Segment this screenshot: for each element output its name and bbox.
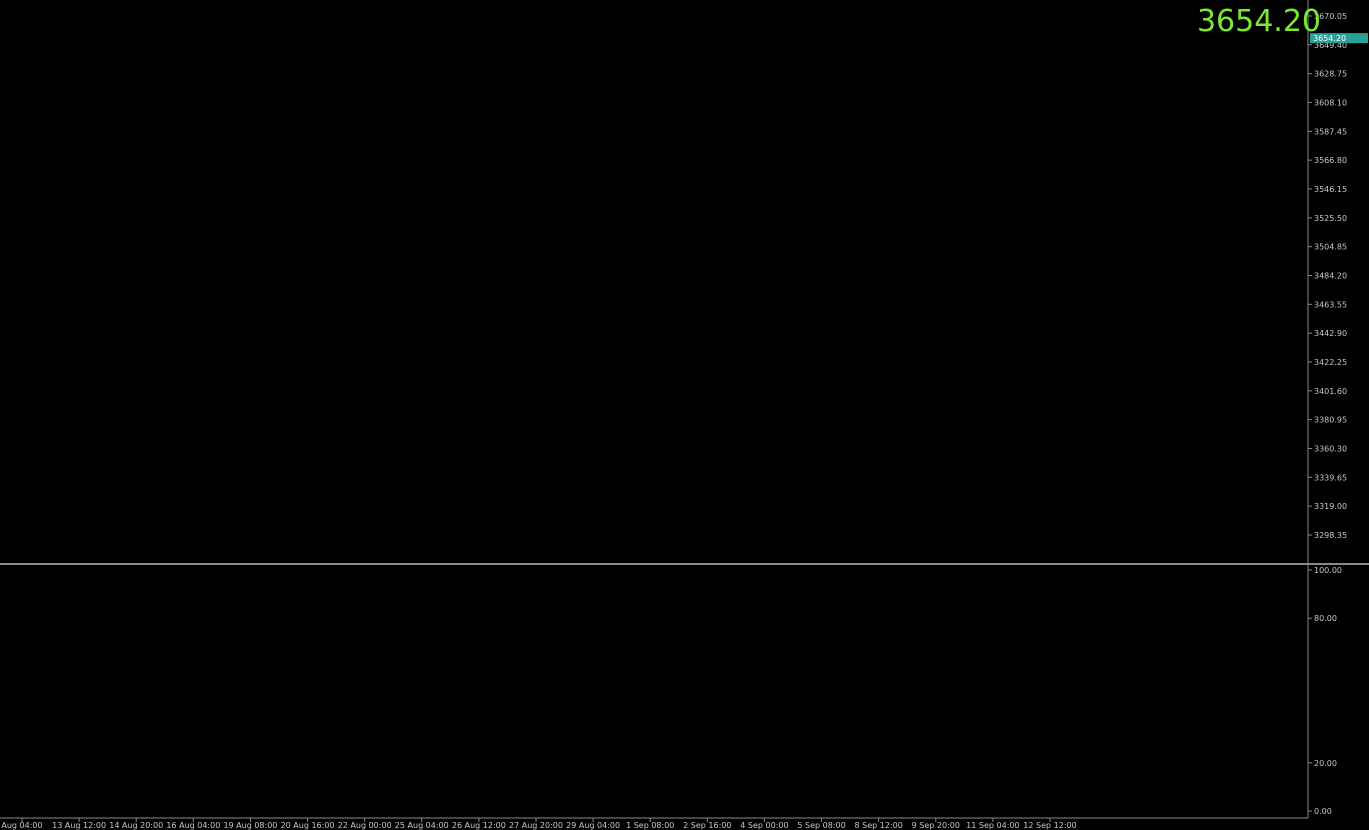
stoch-tick-label: 80.00 (1314, 614, 1337, 623)
price-tick-label: 3401.60 (1314, 387, 1347, 396)
time-tick-label: 27 Aug 20:00 (509, 821, 563, 830)
stoch-tick-label: 0.00 (1314, 807, 1332, 816)
time-tick-label: 1 Sep 08:00 (626, 821, 674, 830)
price-tick-label: 3422.25 (1314, 358, 1347, 367)
time-tick-label: 12 Sep 12:00 (1023, 821, 1076, 830)
time-tick-label: 5 Sep 08:00 (797, 821, 845, 830)
time-tick-label: 9 Sep 20:00 (912, 821, 960, 830)
price-tick-label: 3463.55 (1314, 300, 1347, 309)
price-tick-label: 3566.80 (1314, 156, 1347, 165)
price-tick-label: 3360.30 (1314, 445, 1347, 454)
time-tick-label: 13 Aug 12:00 (52, 821, 106, 830)
price-badge-label: 3654.20 (1313, 34, 1346, 43)
time-tick-label: 16 Aug 04:00 (166, 821, 220, 830)
price-tick-label: 3298.35 (1314, 531, 1347, 540)
price-tick-label: 3608.10 (1314, 99, 1347, 108)
price-tick-label: 3319.00 (1314, 502, 1347, 511)
time-tick-label: Aug 04:00 (1, 821, 42, 830)
price-tick-label: 3670.05 (1314, 12, 1347, 21)
stoch-tick-label: 100.00 (1314, 566, 1342, 575)
time-tick-label: 2 Sep 16:00 (683, 821, 731, 830)
time-tick-label: 26 Aug 12:00 (452, 821, 506, 830)
price-tick-label: 3442.90 (1314, 329, 1347, 338)
time-tick-label: 4 Sep 00:00 (740, 821, 788, 830)
time-tick-label: 11 Sep 04:00 (966, 821, 1019, 830)
current-price-display: 3654.20 (1196, 4, 1321, 39)
price-tick-label: 3339.65 (1314, 473, 1347, 482)
price-tick-label: 3587.45 (1314, 127, 1347, 136)
price-tick-label: 3649.40 (1314, 41, 1347, 50)
time-tick-label: 8 Sep 12:00 (855, 821, 903, 830)
stoch-tick-label: 20.00 (1314, 759, 1337, 768)
price-tick-label: 3546.15 (1314, 185, 1347, 194)
time-tick-label: 14 Aug 20:00 (109, 821, 163, 830)
time-tick-label: 29 Aug 04:00 (566, 821, 620, 830)
price-tick-label: 3504.85 (1314, 243, 1347, 252)
price-tick-label: 3484.20 (1314, 272, 1347, 281)
price-badge (1310, 33, 1368, 44)
time-tick-label: 20 Aug 16:00 (281, 821, 335, 830)
price-tick-label: 3525.50 (1314, 214, 1347, 223)
price-tick-label: 3380.95 (1314, 416, 1347, 425)
time-tick-label: 25 Aug 04:00 (395, 821, 449, 830)
time-tick-label: 22 Aug 00:00 (338, 821, 392, 830)
price-tick-label: 3628.75 (1314, 70, 1347, 79)
time-tick-label: 19 Aug 08:00 (223, 821, 277, 830)
